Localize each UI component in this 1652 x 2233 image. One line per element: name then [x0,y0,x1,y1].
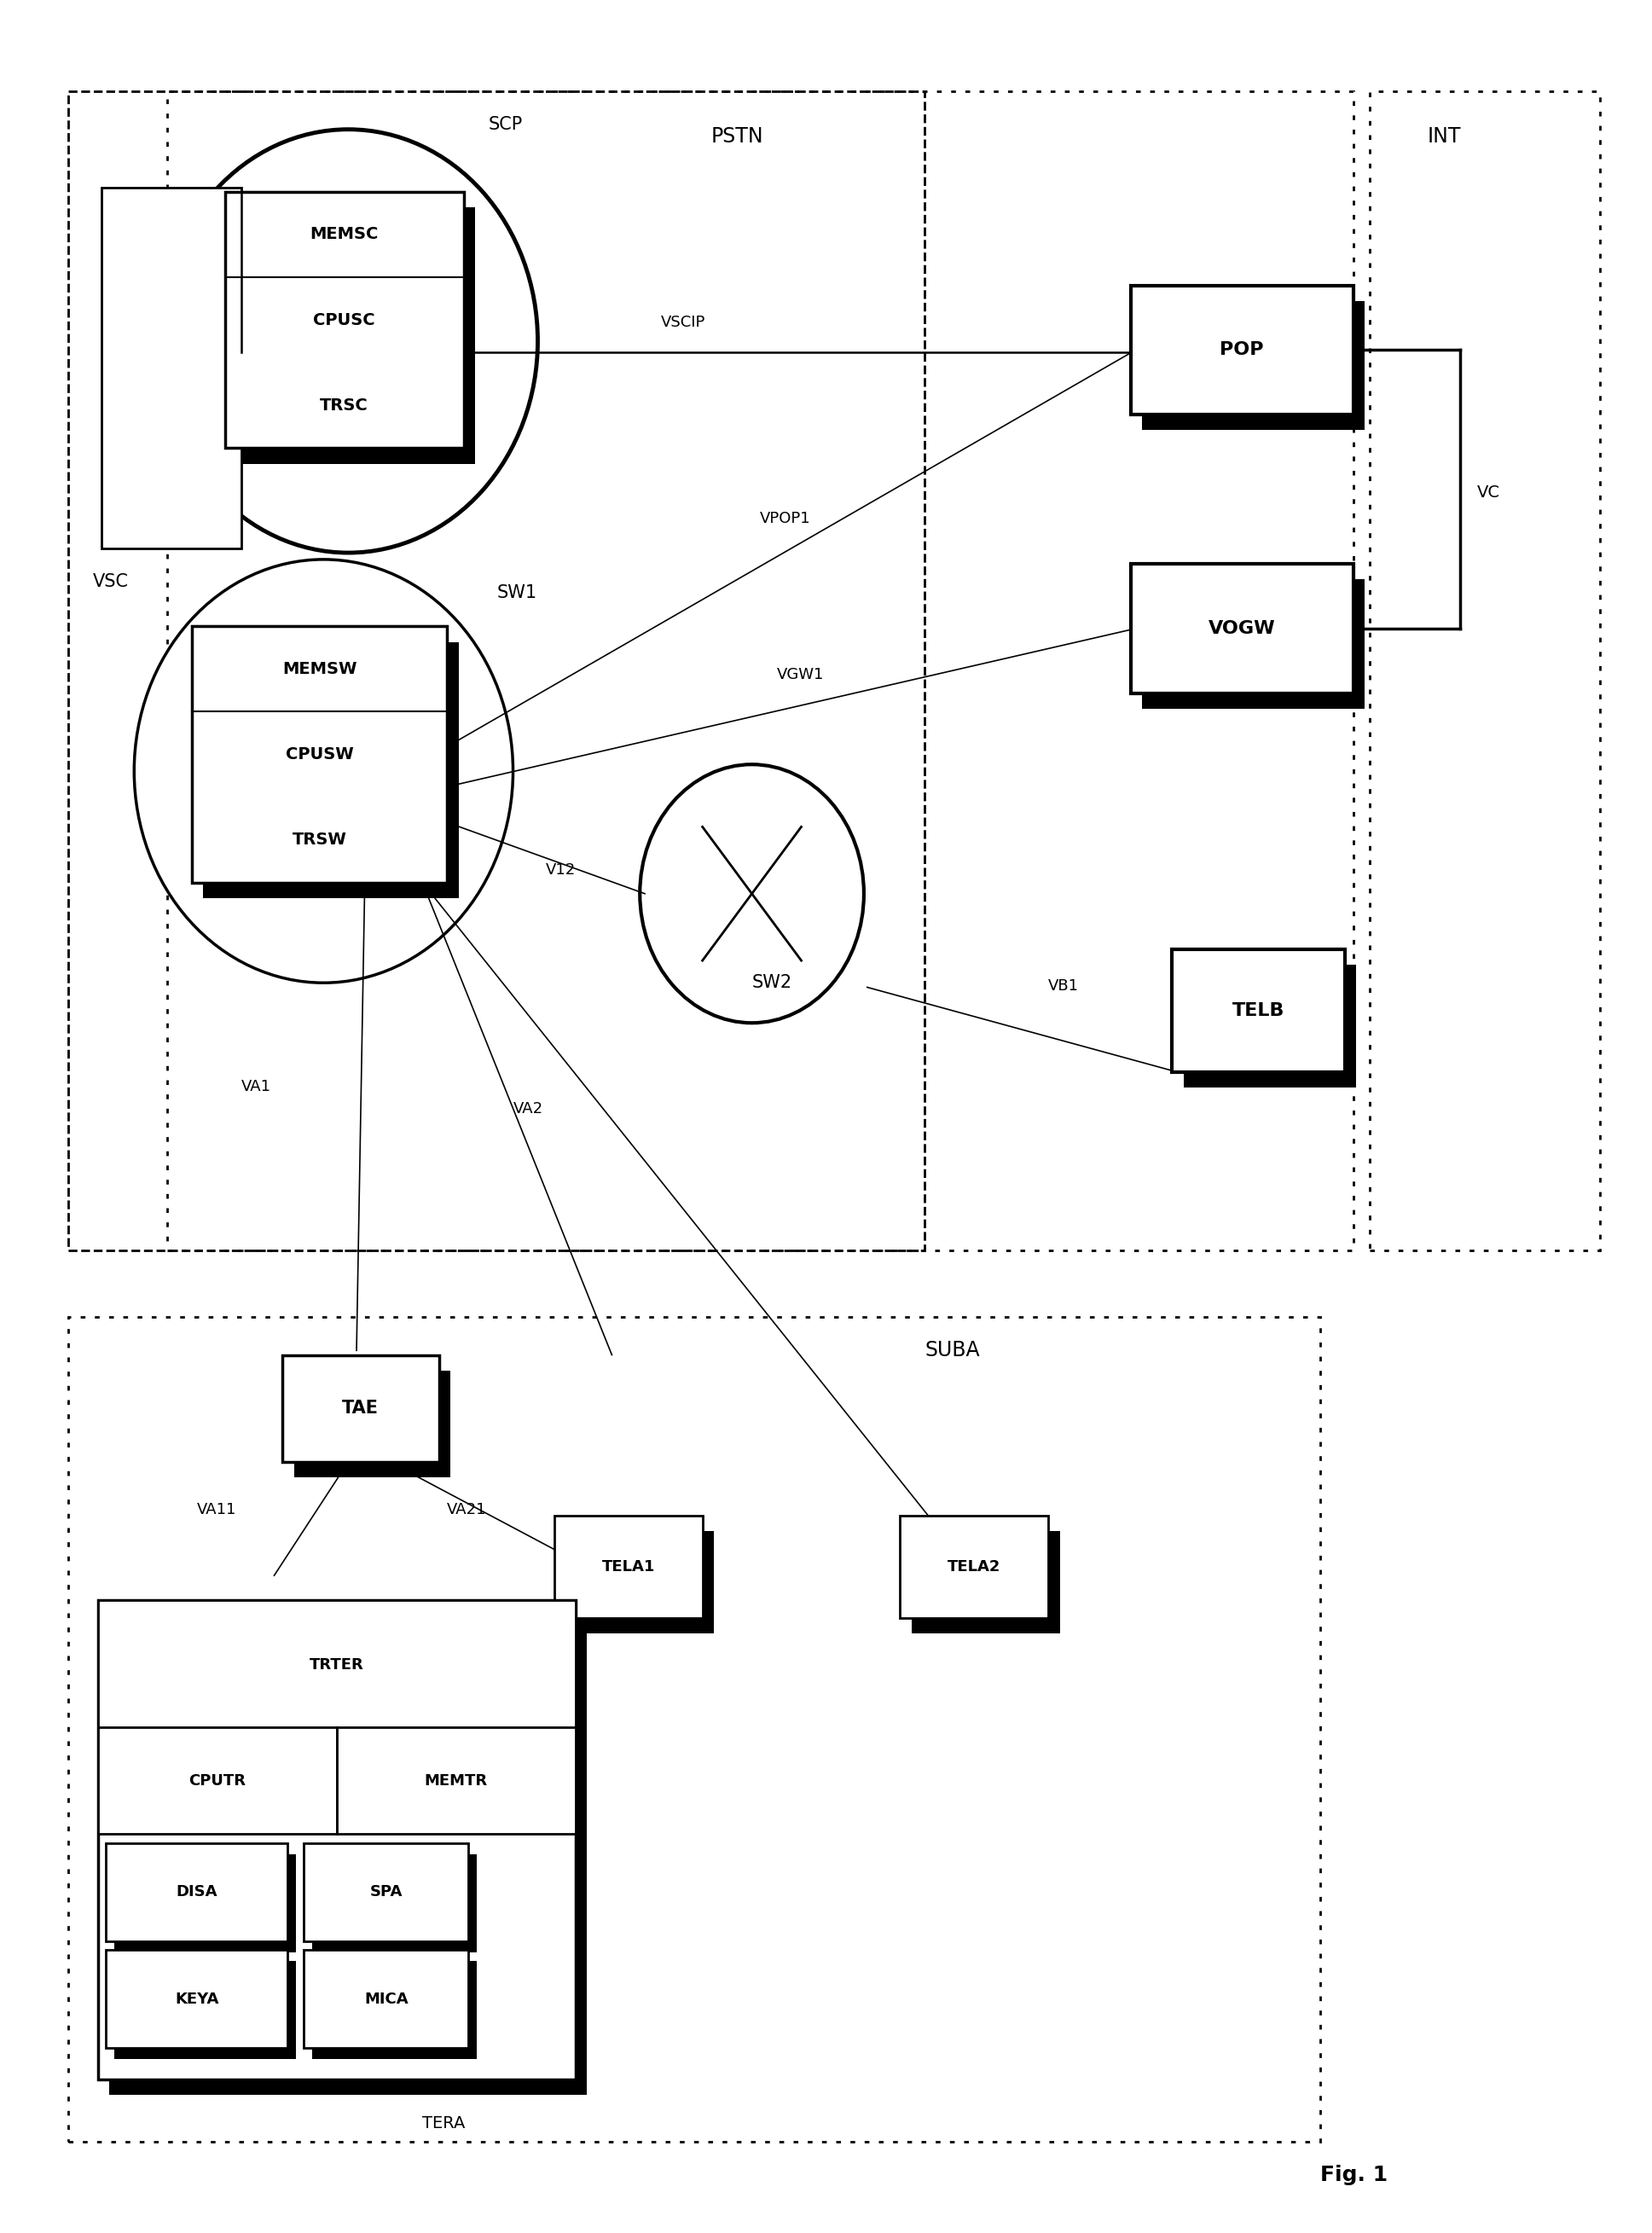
Bar [106,1949,287,2048]
Text: VB1: VB1 [1049,978,1079,994]
Text: VC: VC [1477,485,1500,500]
Polygon shape [236,208,476,464]
Bar [167,92,1353,1250]
Text: TELA1: TELA1 [601,1559,654,1574]
Polygon shape [294,1371,451,1478]
Text: TRTER: TRTER [309,1657,363,1673]
Text: VA11: VA11 [197,1503,236,1518]
Bar [337,1726,575,1833]
Ellipse shape [134,560,514,983]
Bar [97,1601,575,2079]
Bar [1370,92,1601,1250]
Text: TRSW: TRSW [292,831,347,849]
Text: SUBA: SUBA [925,1340,980,1360]
Text: TAE: TAE [342,1400,378,1418]
Text: SPA: SPA [370,1885,403,1900]
Text: SW2: SW2 [752,974,791,991]
Bar [1130,565,1353,692]
Text: TELB: TELB [1232,1003,1285,1018]
Bar [68,92,925,1250]
Polygon shape [109,1617,586,2095]
Polygon shape [114,1853,296,1952]
Bar [192,625,448,882]
Text: CPUTR: CPUTR [188,1773,246,1789]
Text: SW1: SW1 [497,585,537,601]
Bar [97,1601,575,1728]
Polygon shape [1142,301,1365,431]
Bar [900,1516,1049,1619]
Text: VOGW: VOGW [1208,621,1275,636]
Bar [304,1949,469,2048]
Bar [101,188,241,549]
Text: POP: POP [1219,342,1264,360]
Bar [106,1842,287,1940]
Text: VSCIP: VSCIP [661,315,705,330]
Text: MICA: MICA [363,1992,408,2007]
Polygon shape [565,1532,714,1635]
Text: PSTN: PSTN [710,125,763,147]
Polygon shape [114,1961,296,2059]
Ellipse shape [159,130,539,554]
Text: DISA: DISA [177,1885,218,1900]
Text: KEYA: KEYA [175,1992,218,2007]
Polygon shape [1183,965,1356,1087]
Text: VGW1: VGW1 [776,668,824,681]
Text: TRSC: TRSC [320,397,368,413]
Text: TELA2: TELA2 [948,1559,1001,1574]
Text: TERA: TERA [423,2115,466,2133]
Text: VSC: VSC [93,574,129,590]
Text: MEMSC: MEMSC [311,226,378,243]
Bar [97,1726,337,1833]
Text: CPUSC: CPUSC [314,313,375,328]
Polygon shape [912,1532,1061,1635]
Text: SCP: SCP [489,116,522,134]
Text: MEMTR: MEMTR [425,1773,487,1789]
Text: Fig. 1: Fig. 1 [1320,2164,1388,2186]
Text: CPUSW: CPUSW [286,746,354,761]
Text: VPOP1: VPOP1 [760,511,811,527]
Bar [1130,286,1353,415]
Text: INT: INT [1427,125,1460,147]
Bar [304,1842,469,1940]
Polygon shape [203,641,459,898]
Bar [68,1317,1320,2141]
Text: VA1: VA1 [241,1079,271,1094]
Polygon shape [312,1853,477,1952]
Ellipse shape [639,764,864,1023]
Bar [225,192,464,449]
Bar [282,1355,439,1463]
Bar [1171,949,1345,1072]
Text: MEMSW: MEMSW [282,661,357,677]
Polygon shape [1142,581,1365,708]
Text: VA21: VA21 [448,1503,487,1518]
Text: VA2: VA2 [514,1101,544,1116]
Text: V12: V12 [545,862,577,878]
Bar [553,1516,702,1619]
Polygon shape [312,1961,477,2059]
